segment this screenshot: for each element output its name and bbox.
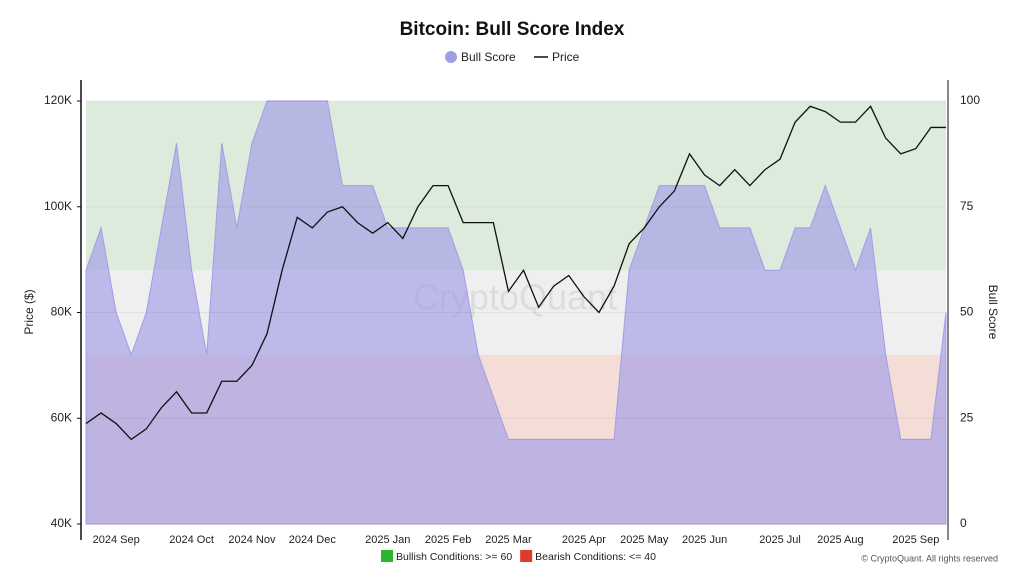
x-tick-label: 2024 Nov xyxy=(228,534,276,546)
x-tick-label: 2024 Sep xyxy=(93,534,140,546)
x-tick-label: 2025 Jul xyxy=(759,534,801,546)
y-tick-label: 120K xyxy=(44,93,72,107)
x-tick-label: 2025 May xyxy=(620,534,669,546)
y-tick-label: 40K xyxy=(51,516,72,530)
legend-marker[interactable] xyxy=(445,51,457,63)
x-tick-label: 2025 Sep xyxy=(892,534,939,546)
x-tick-label: 2025 Jan xyxy=(365,534,410,546)
x-tick-label: 2025 Mar xyxy=(485,534,532,546)
zone-legend-label: Bullish Conditions: >= 60 xyxy=(396,551,512,563)
y2-tick-label: 100 xyxy=(960,93,980,107)
y-tick-label: 60K xyxy=(51,410,72,424)
zone-legend-label: Bearish Conditions: <= 40 xyxy=(535,551,656,563)
chart-title: Bitcoin: Bull Score Index xyxy=(400,19,625,40)
y-tick-label: 100K xyxy=(44,199,72,213)
y2-tick-label: 50 xyxy=(960,305,974,319)
credit: © CryptoQuant. All rights reserved xyxy=(861,553,998,563)
y2-tick-label: 0 xyxy=(960,516,967,530)
zone-legend-marker xyxy=(520,550,533,562)
legend-label[interactable]: Bull Score xyxy=(461,50,516,64)
price-line xyxy=(85,105,946,441)
x-tick-label: 2025 Apr xyxy=(562,534,606,546)
x-tick-label: 2025 Jun xyxy=(682,534,727,546)
y-axis-label: Price ($) xyxy=(22,289,36,334)
x-tick-label: 2025 Feb xyxy=(425,534,471,546)
x-tick-label: 2025 Aug xyxy=(817,534,864,546)
y2-tick-label: 25 xyxy=(960,410,974,424)
zone-legend-marker xyxy=(381,550,393,562)
y2-axis-label: Bull Score xyxy=(986,285,1000,340)
y2-tick-label: 75 xyxy=(960,199,974,213)
legend-label[interactable]: Price xyxy=(552,50,580,64)
x-tick-label: 2024 Oct xyxy=(169,534,214,546)
y-tick-label: 80K xyxy=(51,305,72,319)
bull-score-area xyxy=(85,100,947,525)
x-tick-label: 2024 Dec xyxy=(289,534,337,546)
